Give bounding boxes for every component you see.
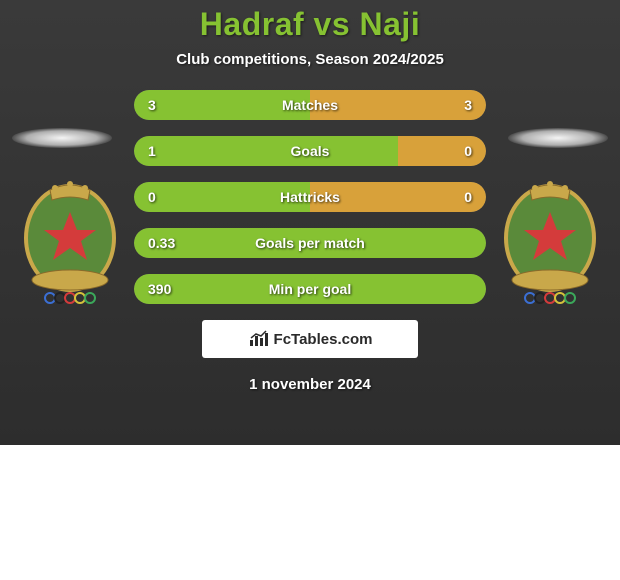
stat-value-left: 1	[148, 143, 156, 159]
comparison-card: Hadraf vs Naji Club competitions, Season…	[0, 0, 620, 445]
brand-box: FcTables.com	[202, 320, 418, 358]
brand-text: FcTables.com	[274, 331, 373, 348]
stat-row: 0 0 Hattricks	[134, 182, 486, 212]
stat-value-left: 0.33	[148, 235, 175, 251]
player-shadow-left	[12, 128, 112, 148]
stat-label: Min per goal	[269, 281, 351, 297]
stats-container: 3 3 Matches 1 0 Goals 0 0 Hattricks 0.33 Goals per…	[134, 90, 486, 304]
stat-label: Matches	[282, 97, 338, 113]
stat-row: 0.33 Goals per match	[134, 228, 486, 258]
stat-fill-right	[398, 136, 486, 166]
team-crest-right	[500, 178, 600, 308]
page-title: Hadraf vs Naji	[0, 6, 620, 43]
blank-area	[0, 445, 620, 580]
stat-value-left: 3	[148, 97, 156, 113]
stat-label: Goals per match	[255, 235, 365, 251]
stat-value-left: 0	[148, 189, 156, 205]
stat-row: 390 Min per goal	[134, 274, 486, 304]
date-text: 1 november 2024	[0, 376, 620, 393]
stat-row: 1 0 Goals	[134, 136, 486, 166]
team-crest-left	[20, 178, 120, 308]
stat-value-right: 0	[464, 143, 472, 159]
chart-icon	[248, 330, 270, 348]
stat-row: 3 3 Matches	[134, 90, 486, 120]
stat-label: Hattricks	[280, 189, 340, 205]
stat-fill-left	[134, 136, 398, 166]
stat-value-right: 3	[464, 97, 472, 113]
player-shadow-right	[508, 128, 608, 148]
stat-value-left: 390	[148, 281, 171, 297]
stat-value-right: 0	[464, 189, 472, 205]
stat-label: Goals	[291, 143, 330, 159]
page-subtitle: Club competitions, Season 2024/2025	[0, 51, 620, 68]
